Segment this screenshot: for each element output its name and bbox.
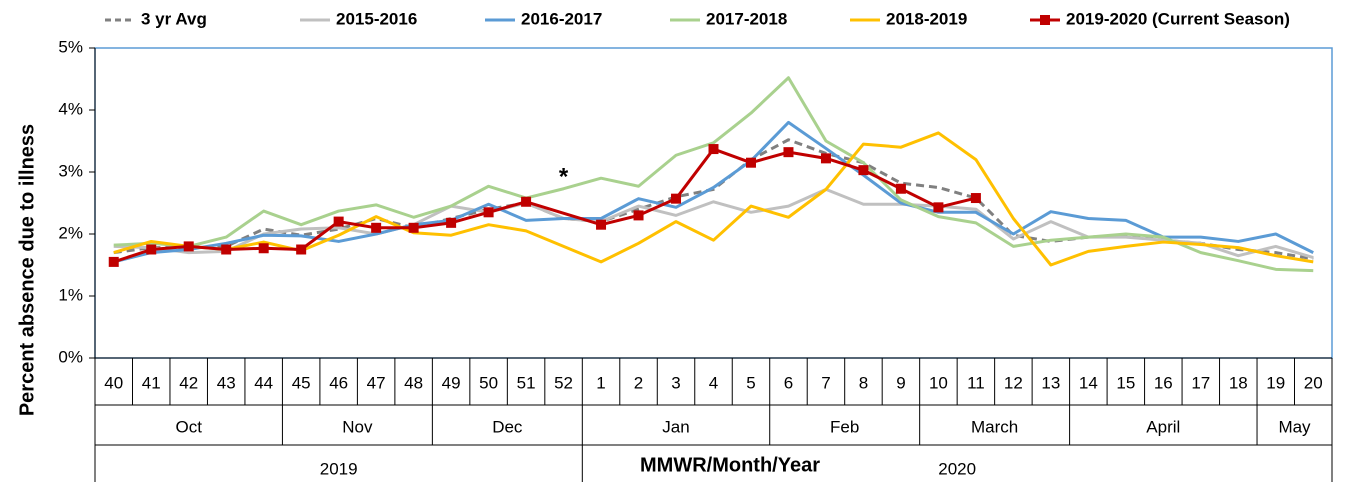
x-tick-label: 51 <box>517 373 536 392</box>
month-label: Jan <box>662 417 689 436</box>
series-marker <box>783 147 794 158</box>
y-tick-label: 2% <box>58 223 83 242</box>
x-tick-label: 44 <box>254 373 273 392</box>
series-line <box>113 76 1314 273</box>
legend-label: 2018-2019 <box>886 9 967 28</box>
x-tick-label: 14 <box>1079 373 1098 392</box>
y-tick-label: 3% <box>58 161 83 180</box>
series-marker <box>671 193 682 204</box>
legend-label: 2015-2016 <box>336 9 417 28</box>
series-marker <box>521 196 532 207</box>
y-tick-label: 0% <box>58 347 83 366</box>
legend-label: 2016-2017 <box>521 9 602 28</box>
series-marker <box>708 144 719 155</box>
series-marker <box>221 244 232 255</box>
series-marker <box>820 153 831 164</box>
series-marker <box>371 222 382 233</box>
x-tick-label: 52 <box>554 373 573 392</box>
x-tick-label: 8 <box>859 373 868 392</box>
annotation: * <box>559 164 569 191</box>
x-tick-label: 12 <box>1004 373 1023 392</box>
month-label: Nov <box>342 417 373 436</box>
x-tick-label: 49 <box>442 373 461 392</box>
y-tick-label: 4% <box>58 99 83 118</box>
series-marker <box>108 256 119 267</box>
x-tick-label: 46 <box>329 373 348 392</box>
legend-marker <box>1040 15 1050 25</box>
x-tick-label: 50 <box>479 373 498 392</box>
x-axis-label: MMWR/Month/Year <box>640 454 820 476</box>
x-tick-label: 19 <box>1266 373 1285 392</box>
month-label: Feb <box>830 417 859 436</box>
year-label: 2019 <box>320 459 358 478</box>
series-marker <box>596 219 607 230</box>
y-tick-label: 1% <box>58 285 83 304</box>
month-label: April <box>1146 417 1180 436</box>
month-label: Oct <box>175 417 202 436</box>
series-marker <box>933 202 944 213</box>
legend-label: 2019-2020 (Current Season) <box>1066 9 1290 28</box>
series-line <box>113 187 1314 259</box>
x-tick-label: 43 <box>217 373 236 392</box>
series-marker <box>745 157 756 168</box>
y-axis-label: Percent absence due to illness <box>16 124 38 416</box>
series-marker <box>858 165 869 176</box>
x-tick-label: 1 <box>596 373 605 392</box>
series-marker <box>633 210 644 221</box>
month-label: Dec <box>492 417 523 436</box>
x-tick-label: 3 <box>671 373 680 392</box>
series-marker <box>483 207 494 218</box>
series-marker <box>183 241 194 252</box>
series-marker <box>296 244 307 255</box>
x-tick-label: 13 <box>1041 373 1060 392</box>
x-tick-label: 9 <box>896 373 905 392</box>
x-tick-label: 4 <box>709 373 718 392</box>
x-tick-label: 40 <box>104 373 123 392</box>
x-tick-label: 48 <box>404 373 423 392</box>
x-tick-label: 10 <box>929 373 948 392</box>
x-tick-label: 11 <box>967 373 985 392</box>
x-tick-label: 18 <box>1229 373 1248 392</box>
series-marker <box>333 216 344 227</box>
series-marker <box>408 222 419 233</box>
x-tick-label: 41 <box>142 373 161 392</box>
legend-label: 2017-2018 <box>706 9 787 28</box>
x-tick-label: 2 <box>634 373 643 392</box>
x-tick-label: 45 <box>292 373 311 392</box>
series-marker <box>258 243 269 254</box>
y-tick-label: 5% <box>58 37 83 56</box>
series-line <box>113 120 1314 264</box>
month-label: May <box>1278 417 1311 436</box>
series-marker <box>970 193 981 204</box>
year-label: 2020 <box>938 459 976 478</box>
x-tick-label: 7 <box>821 373 830 392</box>
x-tick-label: 6 <box>784 373 793 392</box>
month-label: March <box>971 417 1018 436</box>
x-tick-label: 47 <box>367 373 386 392</box>
x-tick-label: 16 <box>1154 373 1173 392</box>
series-marker <box>146 244 157 255</box>
series-line <box>113 131 1314 267</box>
x-tick-label: 42 <box>179 373 198 392</box>
x-tick-label: 5 <box>746 373 755 392</box>
series-marker <box>895 183 906 194</box>
x-tick-label: 17 <box>1191 373 1210 392</box>
legend-label: 3 yr Avg <box>141 9 207 28</box>
x-tick-label: 20 <box>1304 373 1323 392</box>
x-tick-label: 15 <box>1116 373 1135 392</box>
series-marker <box>446 217 457 228</box>
